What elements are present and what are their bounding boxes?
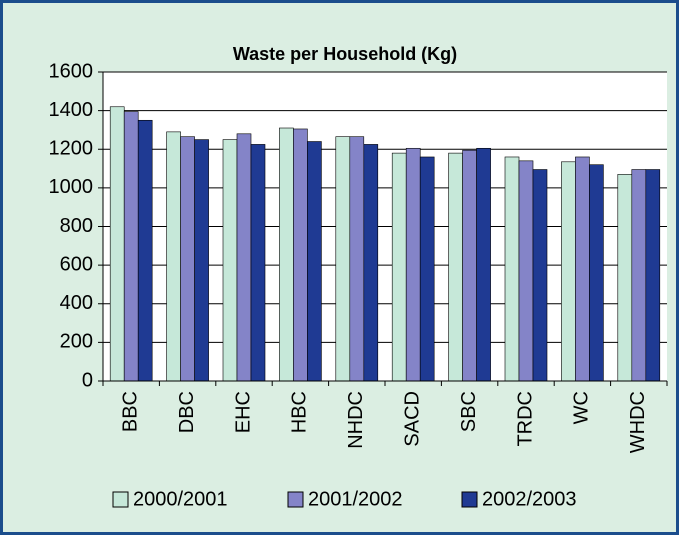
bar <box>335 136 351 382</box>
legend-swatch <box>287 491 304 508</box>
bar <box>250 144 266 382</box>
x-tick-label: SACD <box>401 391 423 447</box>
bar <box>222 139 238 382</box>
bar <box>279 127 294 382</box>
y-tick-label: 0 <box>82 369 93 391</box>
x-tick-label: SBC <box>458 391 480 432</box>
x-tick-label: BBC <box>119 391 141 432</box>
y-tick-label: 1000 <box>49 176 94 198</box>
bar <box>504 156 520 382</box>
bar <box>109 106 125 382</box>
y-tick-label: 600 <box>60 253 93 275</box>
bar <box>391 152 407 382</box>
x-tick-label: EHC <box>232 391 254 433</box>
bar <box>448 152 463 382</box>
chart-title: Waste per Household (Kg) <box>233 44 457 64</box>
bar <box>631 169 647 382</box>
y-tick-label: 800 <box>60 215 93 237</box>
legend-swatch <box>112 491 129 508</box>
bar <box>363 144 379 382</box>
bar <box>293 128 308 382</box>
bar <box>518 160 534 382</box>
bar <box>476 147 491 382</box>
bar <box>617 174 633 382</box>
bar <box>575 156 590 382</box>
bar <box>462 149 477 382</box>
bar <box>137 119 153 382</box>
x-tick-label: DBC <box>176 391 198 433</box>
bar <box>561 161 576 382</box>
legend-label: 2001/2002 <box>308 488 403 510</box>
x-tick-label: TRDC <box>514 391 536 447</box>
bar <box>645 169 661 382</box>
y-tick-label: 1400 <box>49 99 94 121</box>
legend-swatch <box>461 491 478 508</box>
x-tick-label: HBC <box>289 391 311 433</box>
bar <box>180 136 195 382</box>
bar <box>166 131 181 382</box>
bar <box>532 169 548 382</box>
bar <box>307 141 322 382</box>
bar <box>194 139 209 382</box>
bar <box>405 147 421 382</box>
y-tick-label: 200 <box>60 331 93 353</box>
y-tick-label: 1200 <box>49 138 94 160</box>
y-tick-label: 1600 <box>49 60 94 82</box>
bar <box>236 133 252 382</box>
legend-label: 2002/2003 <box>482 488 577 510</box>
x-tick-label: WHDC <box>627 391 649 453</box>
y-tick-label: 400 <box>60 292 93 314</box>
bar <box>123 111 139 382</box>
x-tick-label: WC <box>571 391 593 424</box>
bar <box>349 136 365 382</box>
bar <box>419 156 435 382</box>
bar <box>589 164 604 382</box>
x-tick-label: NHDC <box>345 391 367 449</box>
legend-label: 2000/2001 <box>133 488 228 510</box>
